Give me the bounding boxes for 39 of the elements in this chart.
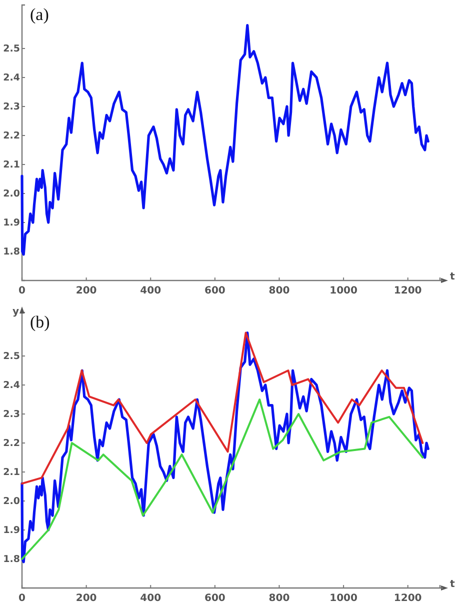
y-tick-label: 2.3 (3, 409, 20, 420)
line-series (21, 398, 424, 560)
x-tick-label: 400 (140, 286, 162, 297)
y-tick-label: 2.5 (3, 351, 20, 362)
y-axis-title: y (12, 306, 20, 318)
x-tick-label: 0 (18, 286, 26, 297)
x-tick-label: 0 (18, 593, 26, 604)
x-tick-label: 600 (204, 593, 226, 604)
x-tick-label: 1000 (330, 286, 358, 297)
y-tick-label: 2.0 (3, 188, 20, 200)
y-tick-label: 1.9 (3, 218, 20, 229)
x-tick-label: 1000 (330, 593, 358, 604)
x-tick-label: 600 (204, 286, 226, 297)
line-series (20, 24, 430, 256)
y-tick-label: 1.8 (3, 246, 20, 258)
x-tick-label: 1200 (394, 593, 422, 604)
y-tick-label: 2.4 (3, 380, 20, 392)
y-tick-label: 2.2 (3, 130, 20, 142)
y-tick-label: 2.4 (3, 72, 20, 84)
x-tick-label: 400 (140, 593, 162, 604)
x-tick-label: 200 (76, 593, 97, 604)
x-axis-title: t (450, 272, 455, 282)
x-tick-label: 200 (76, 286, 97, 297)
x-tick-label: 800 (268, 286, 290, 297)
x-axis-title: t (450, 579, 455, 590)
y-tick-label: 2.0 (3, 496, 20, 508)
x-tick-label: 1200 (394, 286, 422, 297)
y-tick-label: 2.2 (3, 438, 20, 450)
chart-title: (a) (30, 5, 49, 24)
y-tick-label: 2.3 (3, 102, 20, 113)
line-series (21, 332, 424, 485)
y-tick-label: 1.9 (3, 525, 20, 536)
x-tick-label: 800 (268, 593, 290, 604)
y-tick-label: 2.1 (3, 467, 20, 478)
y-tick-label: 2.1 (3, 160, 20, 171)
chart-title: (b) (30, 312, 50, 332)
y-tick-label: 2.5 (3, 44, 20, 55)
line-series (20, 332, 430, 564)
y-tick-label: 1.8 (3, 554, 20, 566)
